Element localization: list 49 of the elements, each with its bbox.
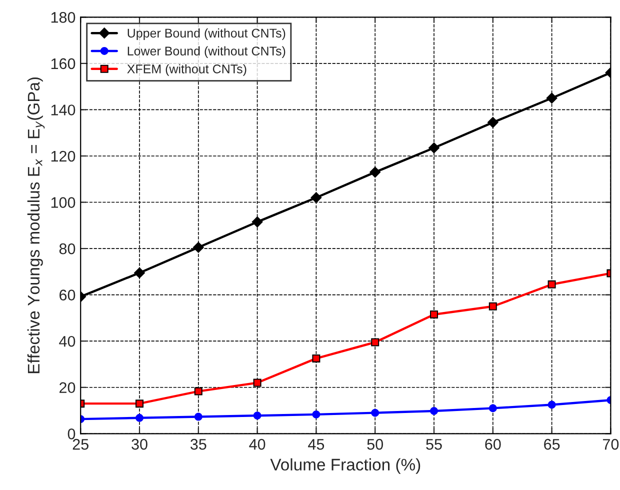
y-tick-label: 180 <box>51 12 76 23</box>
legend-label: XFEM (without CNTs) <box>127 64 246 76</box>
y-tick-label: 120 <box>51 150 76 162</box>
point <box>134 267 145 278</box>
point <box>253 378 262 387</box>
point <box>488 404 497 412</box>
x-tick-label: 45 <box>308 439 324 450</box>
x-tick-label: 30 <box>132 438 148 450</box>
legend-label: Upper Bound (without CNTs) <box>128 28 286 40</box>
point <box>430 310 438 318</box>
point <box>371 338 380 346</box>
point <box>194 412 202 421</box>
x-tick-label: 50 <box>367 438 383 450</box>
point <box>253 412 262 420</box>
x-axis-title: Volume Fraction (%) <box>270 458 420 474</box>
point <box>548 400 556 409</box>
x-tick-label: 60 <box>485 438 501 450</box>
point <box>370 166 381 178</box>
x-tick-label: 40 <box>249 438 266 450</box>
point <box>428 142 440 154</box>
y-tick-label: 80 <box>59 243 76 254</box>
x-tick-label: 55 <box>426 439 442 450</box>
point <box>488 302 497 310</box>
y-tick-label: 40 <box>59 336 76 347</box>
y-axis-title: Effective Youngs modulus E$_{x}$ = E$_{y}$(GPa) <box>27 77 45 374</box>
point <box>312 410 320 418</box>
point <box>136 414 144 422</box>
point <box>312 354 320 362</box>
point <box>430 406 438 415</box>
y-tick-label: 60 <box>60 290 76 301</box>
point <box>136 400 144 408</box>
point <box>192 242 204 253</box>
point <box>194 387 202 396</box>
y-tick-label: 140 <box>51 104 76 116</box>
y-tick-label: 160 <box>51 58 76 70</box>
y-tick-label: 0 <box>68 428 76 440</box>
x-tick-label: 70 <box>602 438 619 450</box>
point <box>371 408 380 417</box>
point <box>487 117 498 128</box>
x-tick-label: 35 <box>190 438 206 450</box>
x-tick-label: 65 <box>544 438 560 450</box>
x-tick-label: 25 <box>72 438 88 450</box>
legend-label: Lower Bound (without CNTs) <box>128 46 286 58</box>
point <box>548 280 556 288</box>
point <box>310 192 322 204</box>
y-tick-label: 20 <box>60 382 76 394</box>
point <box>546 92 558 104</box>
point <box>252 216 263 228</box>
y-tick-label: 100 <box>51 197 76 208</box>
